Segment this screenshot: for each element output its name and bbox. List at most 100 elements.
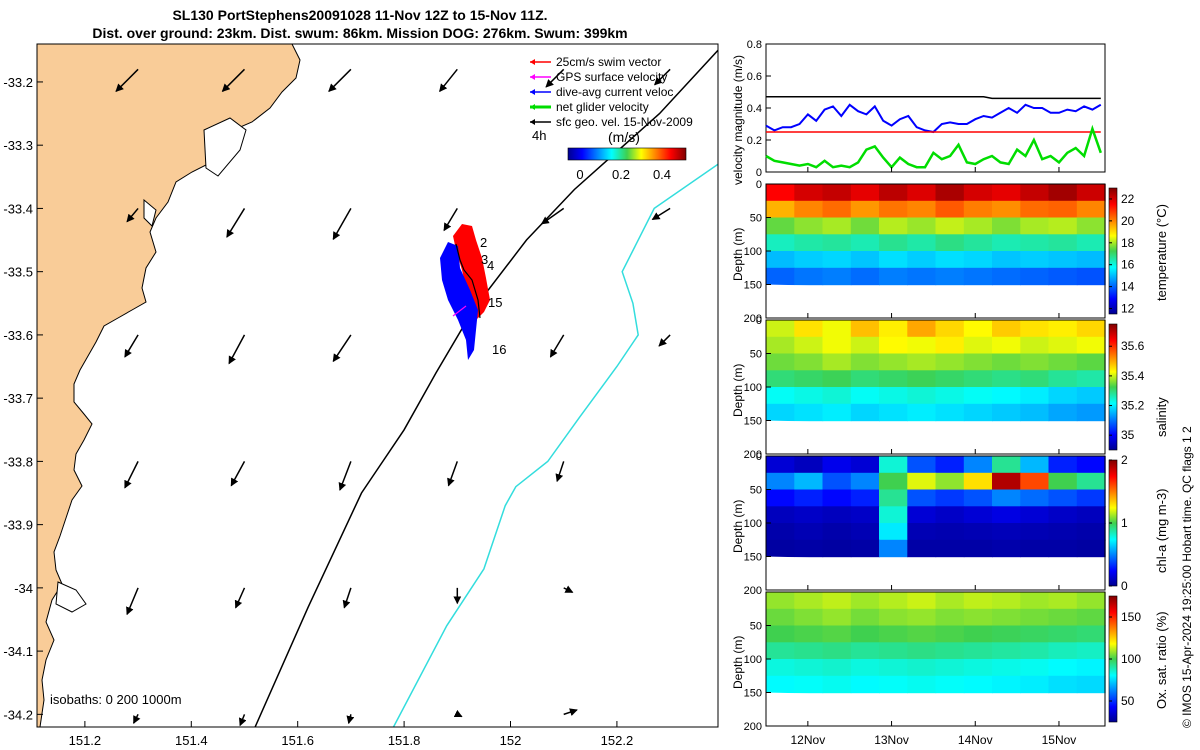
scale-time-label: 4h	[532, 128, 546, 143]
section-cell	[794, 336, 824, 355]
section-cell	[822, 320, 852, 338]
section-cell	[850, 625, 880, 643]
section-cell	[766, 336, 795, 355]
section-cell	[879, 320, 908, 338]
legend-label: sfc geo. vel. 15-Nov-2009	[556, 115, 693, 129]
section-cell	[963, 642, 993, 660]
section-cell	[794, 370, 824, 388]
section-cell	[766, 217, 795, 235]
day-label: 3	[481, 252, 488, 267]
section-cell	[963, 234, 993, 252]
section-cell	[992, 659, 1021, 677]
map-y-tick-label: -33.2	[3, 75, 33, 90]
geo-velocity-arrow	[338, 461, 352, 491]
section-cell	[992, 456, 1021, 474]
section-cell	[935, 506, 965, 524]
map-panel: 2 3 4 15 16 151.2 151.4 151.6 151.8 152 152.2…	[3, 43, 719, 748]
section-cell	[963, 184, 993, 202]
velocity-series-line	[765, 103, 1102, 134]
section-cell	[879, 625, 908, 643]
speed-colorbar-tick: 0.4	[653, 167, 671, 182]
section-cell	[935, 642, 965, 660]
section-cell	[907, 403, 937, 422]
map-y-tick-label: -33.5	[3, 265, 33, 280]
section-cell	[850, 506, 880, 524]
time-tick-label: 12Nov	[791, 733, 826, 747]
section-cell	[822, 336, 852, 355]
section-cell	[935, 472, 965, 491]
section-cell	[794, 200, 824, 219]
geo-velocity-arrow	[651, 207, 671, 221]
section-cell	[992, 267, 1021, 286]
section-cell	[794, 217, 824, 235]
section-cell	[879, 403, 908, 422]
section-cell	[907, 387, 937, 405]
velocity-y-axis: 0 0.2 0.4 0.6 0.8	[747, 39, 771, 179]
section-cell	[1048, 336, 1078, 355]
section-cell	[935, 387, 965, 405]
section-cell	[1076, 608, 1106, 627]
section-cell	[907, 370, 937, 388]
section-cell	[879, 659, 908, 677]
section-cell	[850, 184, 880, 202]
section-cell	[766, 251, 795, 269]
colorbar-tick-label: 150	[1121, 610, 1141, 624]
map-axes-frame	[36, 43, 719, 728]
section-cell	[963, 472, 993, 491]
section-cell	[992, 608, 1021, 627]
velocity-series-line	[765, 124, 1102, 170]
section-cell	[1048, 251, 1078, 269]
geo-velocity-arrow	[332, 208, 352, 241]
colorbar-tick-label: 0	[1121, 579, 1128, 593]
depth-tick-label: 200	[744, 721, 762, 733]
section-cell	[1048, 608, 1078, 627]
section-cell	[766, 320, 795, 338]
legend-label: 25cm/s swim vector	[556, 55, 661, 69]
section-cell	[1020, 539, 1050, 558]
section-cell	[935, 251, 965, 269]
section-cell	[1076, 642, 1106, 660]
section-cell	[850, 267, 880, 286]
section-cell	[766, 523, 795, 541]
section-cell	[766, 387, 795, 405]
legend-label: net glider velocity	[556, 100, 649, 114]
section-cell	[935, 217, 965, 235]
section-cell	[963, 625, 993, 643]
velocity-y-tick-label: 0	[756, 167, 762, 179]
section-cell	[935, 370, 965, 388]
section-cell	[907, 251, 937, 269]
section-cell	[1076, 659, 1106, 677]
section-cell	[766, 267, 795, 286]
geo-velocity-arrow	[133, 714, 141, 725]
section-cell	[907, 506, 937, 524]
section-cell	[822, 472, 852, 491]
no-data-mask	[766, 692, 1105, 726]
map-x-tick-label: 151.8	[388, 733, 421, 748]
geo-velocity-arrow	[346, 714, 355, 725]
section-cell	[822, 267, 852, 286]
section-cell	[935, 353, 965, 371]
section-cell	[935, 234, 965, 252]
section-cell	[822, 659, 852, 677]
section-cell	[850, 539, 880, 558]
section-cell	[935, 320, 965, 338]
section-cell	[992, 234, 1021, 252]
section-cell	[850, 387, 880, 405]
section-cell	[907, 353, 937, 371]
section-cell	[963, 608, 993, 627]
depth-tick-label: 0	[756, 451, 762, 463]
velocity-y-tick-label: 0.4	[747, 103, 762, 115]
colorbar-units: (m/s)	[608, 129, 640, 145]
geo-velocity-arrow	[221, 68, 246, 93]
section-cell	[879, 539, 908, 558]
geo-velocity-arrow	[124, 461, 139, 489]
geo-velocity-arrow	[342, 587, 352, 609]
section-cell	[963, 267, 993, 286]
section-cell	[1048, 489, 1078, 507]
section-cell	[1076, 234, 1106, 252]
geo-velocity-arrow	[228, 334, 246, 365]
section-cell	[766, 625, 795, 643]
section-cell	[766, 675, 795, 694]
map-x-tick-label: 151.4	[175, 733, 208, 748]
section-cell	[822, 234, 852, 252]
